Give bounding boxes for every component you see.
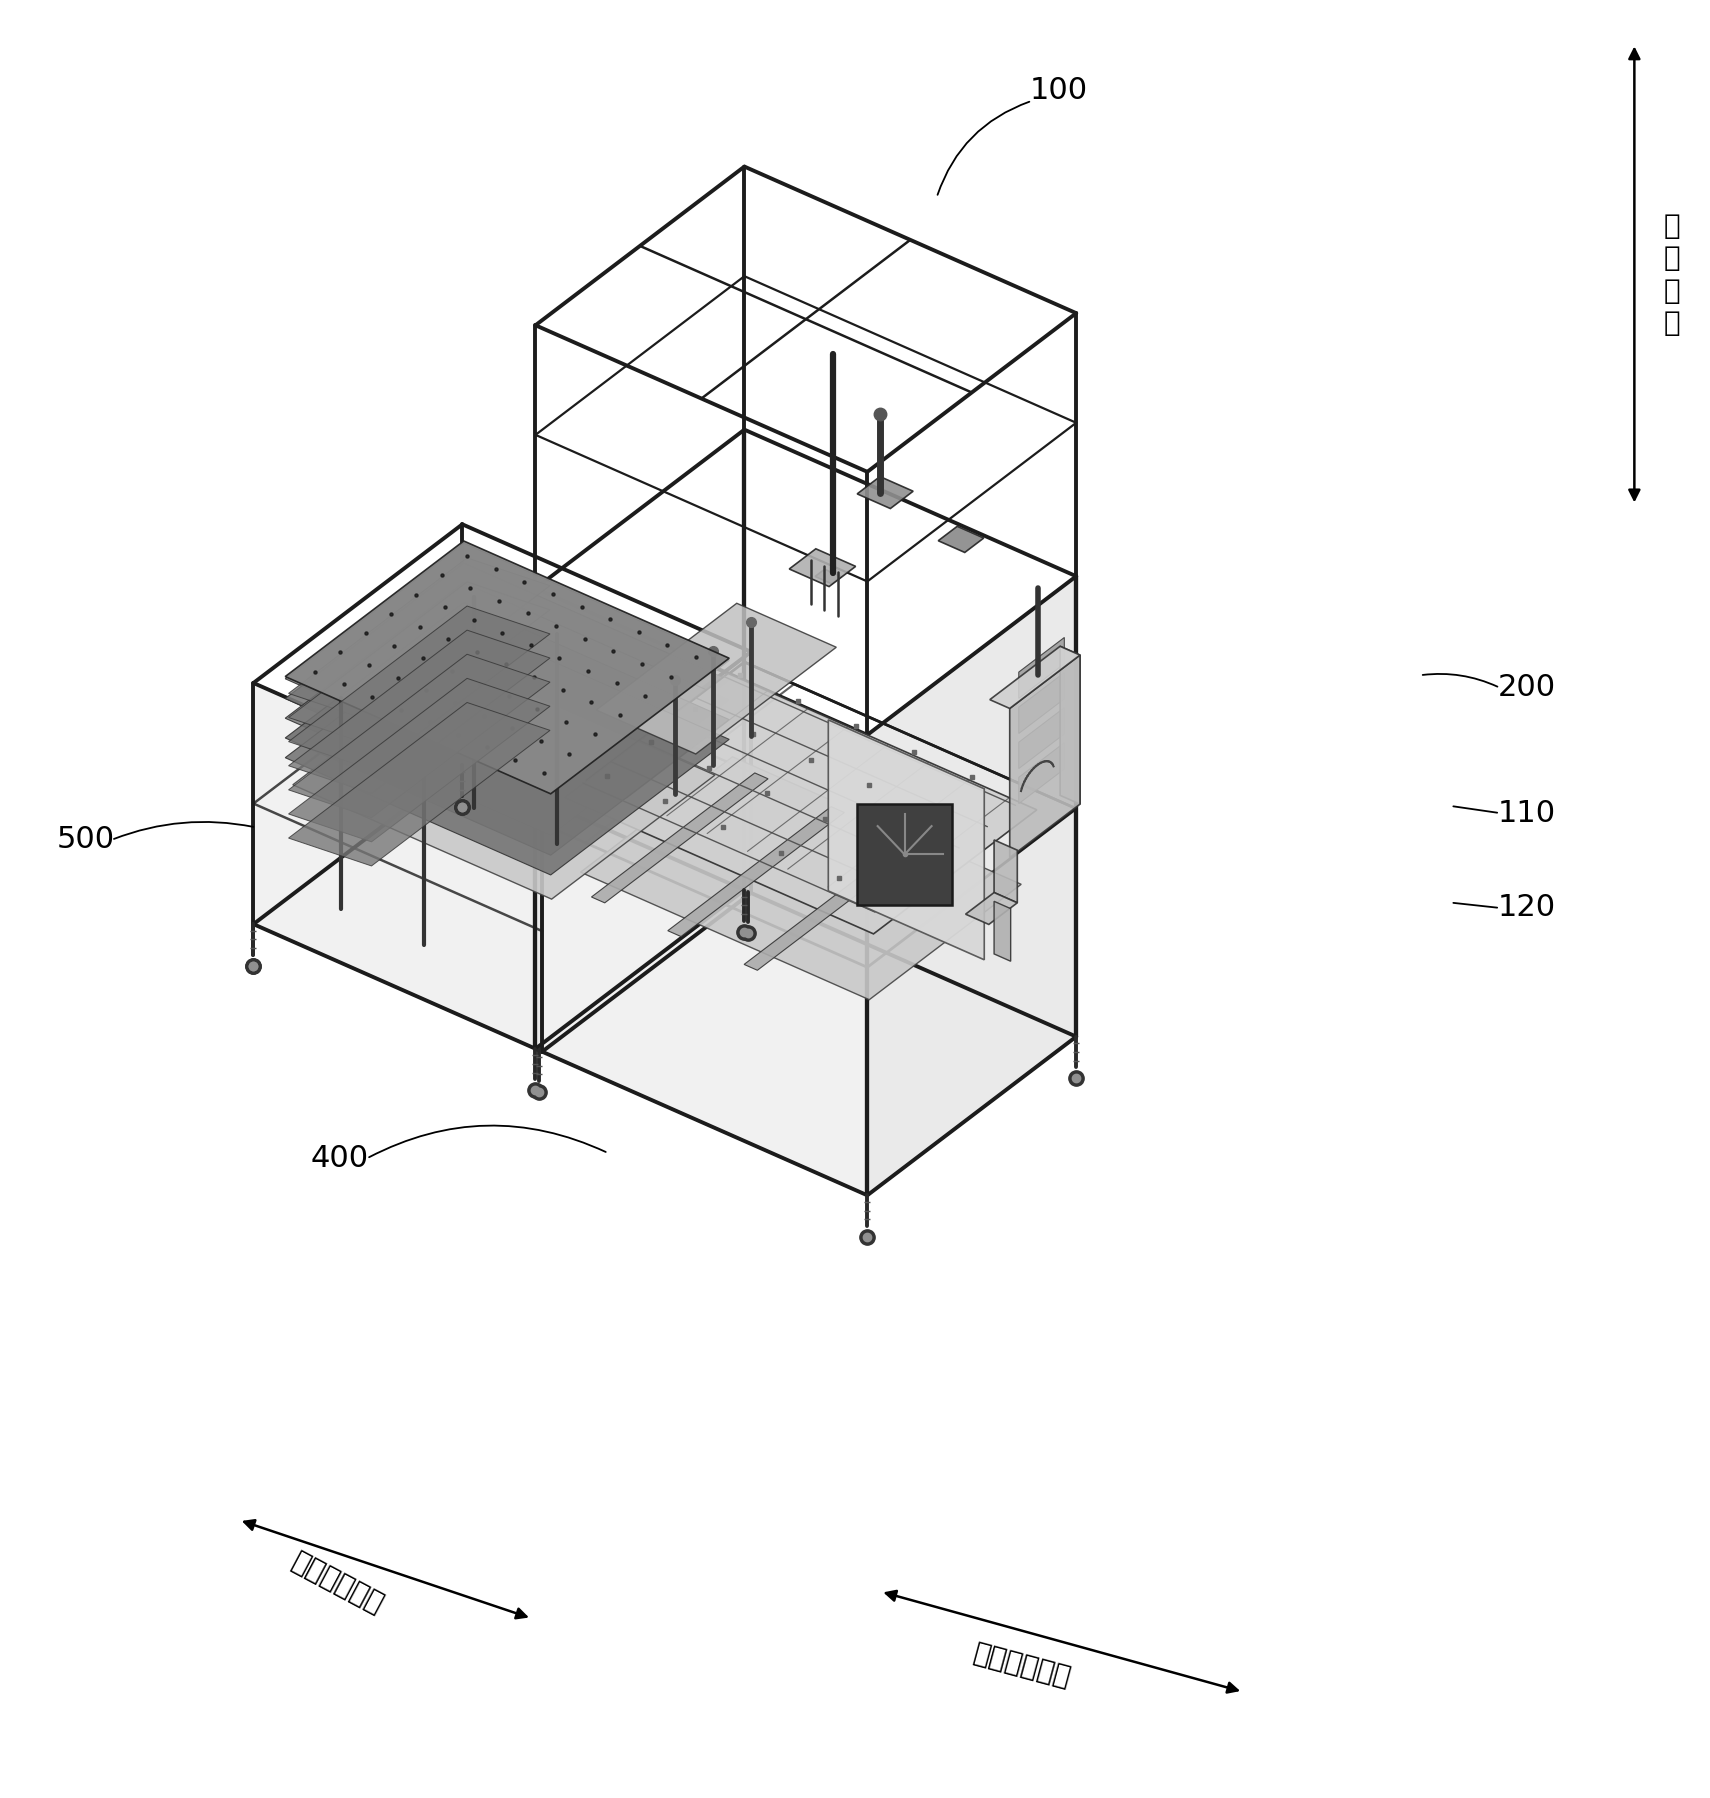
Polygon shape bbox=[1009, 654, 1081, 858]
Polygon shape bbox=[1019, 638, 1064, 698]
Text: 400: 400 bbox=[310, 1144, 368, 1172]
Text: 100: 100 bbox=[1029, 76, 1088, 104]
Bar bbox=[857, 804, 952, 904]
Polygon shape bbox=[966, 892, 1017, 924]
Polygon shape bbox=[828, 719, 985, 960]
Polygon shape bbox=[286, 563, 728, 816]
Polygon shape bbox=[939, 527, 983, 552]
Polygon shape bbox=[990, 645, 1081, 708]
Text: 110: 110 bbox=[1498, 798, 1556, 827]
Text: 200: 200 bbox=[1498, 672, 1556, 703]
Polygon shape bbox=[867, 575, 1076, 1196]
Polygon shape bbox=[816, 570, 841, 584]
Text: 竖
直
方
向: 竖 直 方 向 bbox=[1664, 212, 1681, 336]
Text: 第一水平方向: 第一水平方向 bbox=[970, 1638, 1074, 1692]
Polygon shape bbox=[564, 674, 1036, 933]
Text: 第二水平方向: 第二水平方向 bbox=[287, 1546, 388, 1618]
Polygon shape bbox=[994, 901, 1011, 962]
Polygon shape bbox=[286, 622, 728, 876]
Text: 120: 120 bbox=[1498, 894, 1556, 922]
Polygon shape bbox=[289, 629, 551, 793]
Polygon shape bbox=[669, 807, 845, 937]
Polygon shape bbox=[292, 660, 715, 899]
Polygon shape bbox=[790, 548, 855, 586]
Polygon shape bbox=[535, 588, 867, 1196]
Polygon shape bbox=[289, 703, 551, 867]
Polygon shape bbox=[286, 602, 728, 856]
Polygon shape bbox=[286, 543, 728, 797]
Polygon shape bbox=[592, 773, 768, 903]
Polygon shape bbox=[289, 606, 551, 770]
Polygon shape bbox=[994, 840, 1017, 903]
Polygon shape bbox=[744, 840, 920, 971]
Polygon shape bbox=[289, 678, 551, 841]
Polygon shape bbox=[289, 583, 551, 746]
Polygon shape bbox=[289, 654, 551, 818]
Polygon shape bbox=[286, 583, 728, 836]
Text: 500: 500 bbox=[56, 825, 115, 854]
Polygon shape bbox=[597, 604, 836, 753]
Polygon shape bbox=[1060, 645, 1081, 804]
Polygon shape bbox=[581, 757, 1021, 1000]
Polygon shape bbox=[1019, 743, 1064, 804]
Polygon shape bbox=[286, 541, 728, 795]
Polygon shape bbox=[857, 476, 913, 509]
Polygon shape bbox=[253, 683, 542, 1052]
Polygon shape bbox=[1019, 672, 1064, 734]
Polygon shape bbox=[289, 557, 551, 721]
Polygon shape bbox=[1019, 708, 1064, 768]
